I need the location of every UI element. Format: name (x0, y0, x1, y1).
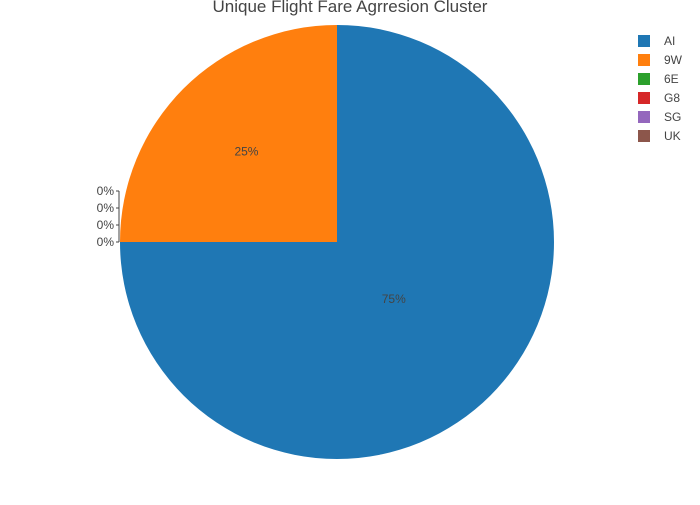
chart-legend: AI 9W 6E G8 SG UK (638, 31, 700, 145)
legend-label: AI (664, 33, 676, 48)
zero-label-connectors: 0% 0% 0% 0% (97, 184, 120, 249)
legend-label: 6E (664, 71, 679, 86)
legend-swatch (638, 91, 650, 104)
slice-label-6e: 0% (97, 184, 115, 198)
slice-label-9w: 25% (234, 144, 258, 158)
legend-swatch (638, 110, 650, 123)
chart-title: Unique Flight Fare Agrresion Cluster (212, 0, 488, 16)
slice-label-sg: 0% (97, 218, 115, 232)
slice-label-ai: 75% (382, 292, 406, 306)
legend-item-g8[interactable]: G8 (638, 88, 700, 107)
legend-swatch (638, 53, 650, 66)
legend-label: SG (664, 109, 682, 124)
slice-label-uk: 0% (97, 235, 115, 249)
pie-slice-9w[interactable] (120, 25, 337, 242)
legend-item-9w[interactable]: 9W (638, 50, 700, 69)
slice-labels: 75% 25% (234, 144, 406, 305)
pie-slices (120, 25, 554, 459)
legend-label: G8 (664, 90, 681, 105)
legend-swatch (638, 34, 650, 47)
legend-swatch (638, 72, 650, 85)
legend-label: UK (664, 128, 681, 143)
slice-label-g8: 0% (97, 201, 115, 215)
legend-item-uk[interactable]: UK (638, 126, 700, 145)
legend-label: 9W (664, 52, 682, 67)
legend-item-ai[interactable]: AI (638, 31, 700, 50)
legend-item-6e[interactable]: 6E (638, 69, 700, 88)
legend-item-sg[interactable]: SG (638, 107, 700, 126)
legend-swatch (638, 129, 650, 142)
